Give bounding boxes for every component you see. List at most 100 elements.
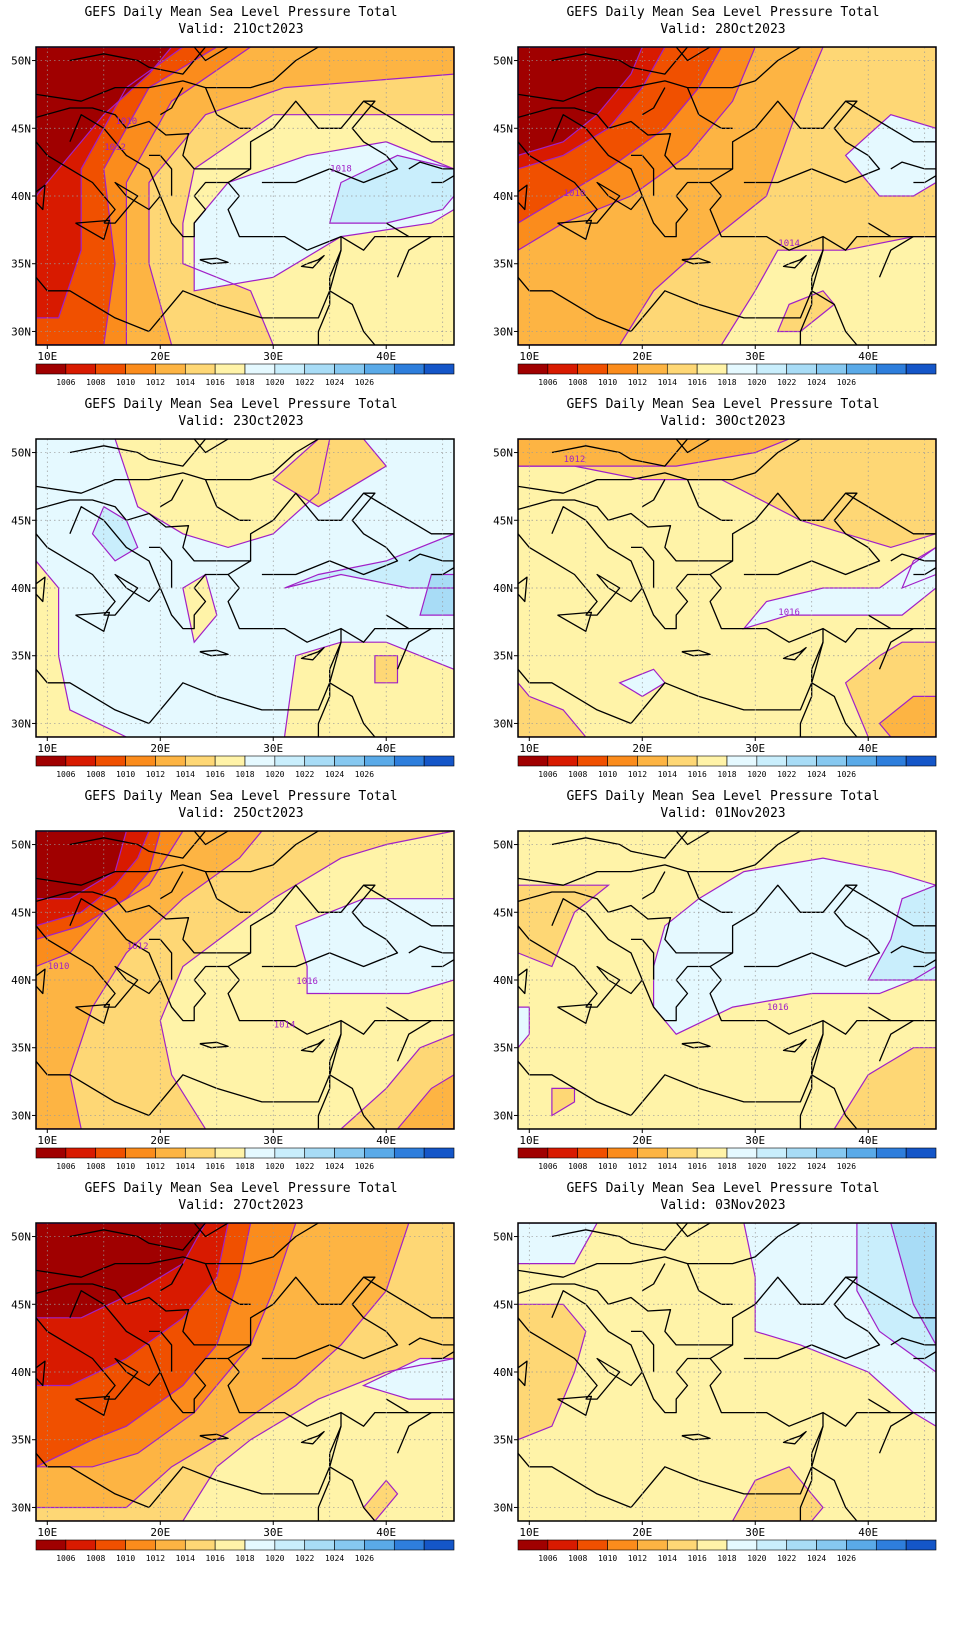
isobar-line xyxy=(856,1223,936,1373)
isobar-line xyxy=(284,533,454,589)
colorbar-swatch xyxy=(816,755,847,767)
colorbar-label: 1006 xyxy=(538,1554,557,1563)
isobar-line xyxy=(361,1357,454,1400)
isobar-line xyxy=(878,695,936,737)
colorbar-swatch xyxy=(786,1539,817,1551)
isobar-line xyxy=(844,114,936,197)
pressure-fill-region xyxy=(284,642,454,737)
coastline xyxy=(709,1276,881,1360)
colorbar-swatch xyxy=(334,755,365,767)
colorbar-label: 1018 xyxy=(717,1162,736,1171)
coastline xyxy=(845,100,936,143)
coastline xyxy=(408,161,454,170)
coastline xyxy=(641,871,666,900)
coastline xyxy=(845,492,936,535)
coastline xyxy=(340,235,409,251)
isobar-line xyxy=(340,1033,454,1129)
colorbar-label: 1016 xyxy=(688,770,707,779)
colorbar-swatch xyxy=(905,1147,937,1159)
colorbar-swatch xyxy=(517,1539,549,1551)
lat-label: 40N xyxy=(493,190,513,203)
colorbar-swatch xyxy=(423,363,455,375)
coastline xyxy=(878,236,914,278)
colorbar-swatch xyxy=(905,1539,937,1551)
colorbar-label: 1018 xyxy=(717,1554,736,1563)
colorbar-swatch xyxy=(35,1539,67,1551)
colorbar-label: 1016 xyxy=(206,378,225,387)
coastline xyxy=(329,1466,376,1521)
coastline xyxy=(631,1330,655,1372)
colorbar-swatch xyxy=(875,1539,907,1551)
coastline xyxy=(557,1003,593,1024)
isobar-label: 1018 xyxy=(330,165,352,175)
colorbar-label: 1012 xyxy=(628,770,647,779)
colorbar-swatch xyxy=(393,755,425,767)
colorbar-swatch xyxy=(95,363,126,375)
coastline xyxy=(681,1433,711,1441)
panel-title: GEFS Daily Mean Sea Level Pressure Total xyxy=(566,1181,880,1196)
pressure-fill-region xyxy=(551,1088,575,1116)
colorbar-swatch xyxy=(846,1147,877,1159)
colorbar-label: 1014 xyxy=(176,378,195,387)
lat-label: 30N xyxy=(11,325,31,338)
isobar-line xyxy=(518,681,587,737)
coastline xyxy=(149,938,173,980)
coastline xyxy=(518,181,824,333)
colorbar-swatch xyxy=(577,755,608,767)
colorbar-swatch xyxy=(637,1539,668,1551)
isobar-label: 1014 xyxy=(274,1020,296,1030)
colorbar-label: 1018 xyxy=(235,378,254,387)
colorbar-swatch xyxy=(577,1147,608,1159)
colorbar-label: 1008 xyxy=(86,378,105,387)
pressure-fill-region xyxy=(295,898,454,994)
colorbar-label: 1012 xyxy=(146,770,165,779)
coastline xyxy=(551,47,688,75)
coastline xyxy=(709,100,881,184)
colorbar-swatch xyxy=(756,1147,788,1159)
colorbar-swatch xyxy=(214,1147,246,1159)
coastline xyxy=(396,1020,432,1062)
colorbar-label: 1006 xyxy=(56,1162,75,1171)
colorbar-label: 1006 xyxy=(538,378,557,387)
colorbar-swatch xyxy=(517,1147,549,1159)
lon-label: 10E xyxy=(37,1134,57,1147)
colorbar-swatch xyxy=(875,363,907,375)
isobar-line xyxy=(518,47,936,345)
lon-label: 20E xyxy=(150,1526,170,1539)
lat-label: 50N xyxy=(11,55,31,68)
lat-label: 40N xyxy=(493,974,513,987)
colorbar-swatch xyxy=(364,1539,395,1551)
lon-label: 20E xyxy=(632,742,652,755)
coastline xyxy=(199,257,229,265)
coastline xyxy=(199,1433,229,1441)
isobar-label: 1014 xyxy=(778,239,800,249)
coastline xyxy=(36,1283,251,1346)
coastline xyxy=(686,1263,733,1305)
colorbar-label: 1010 xyxy=(598,378,617,387)
coastline xyxy=(193,1223,229,1238)
lat-label: 45N xyxy=(493,122,513,135)
lon-label: 40E xyxy=(376,350,396,363)
colorbar-label: 1014 xyxy=(658,770,677,779)
colorbar-swatch xyxy=(393,1147,425,1159)
coastline xyxy=(340,1019,409,1035)
colorbar-swatch xyxy=(274,363,306,375)
map-panel: GEFS Daily Mean Sea Level Pressure Total… xyxy=(0,392,482,802)
panel-title: GEFS Daily Mean Sea Level Pressure Total xyxy=(84,1181,398,1196)
coastline xyxy=(518,499,733,562)
colorbar-swatch xyxy=(364,755,395,767)
colorbar-swatch xyxy=(155,755,186,767)
coastline xyxy=(227,492,399,576)
colorbar-swatch xyxy=(696,755,728,767)
colorbar-swatch xyxy=(244,755,276,767)
lon-label: 30E xyxy=(263,1526,283,1539)
colorbar-swatch xyxy=(726,363,758,375)
panel-title: GEFS Daily Mean Sea Level Pressure Total xyxy=(84,789,398,804)
colorbar-label: 1024 xyxy=(807,378,826,387)
coastline xyxy=(845,884,936,927)
colorbar-swatch xyxy=(547,1539,579,1551)
coastline xyxy=(300,646,325,661)
panel-valid-date: Valid: 23Oct2023 xyxy=(178,414,304,429)
coastline xyxy=(36,114,161,224)
coastline xyxy=(36,891,251,954)
